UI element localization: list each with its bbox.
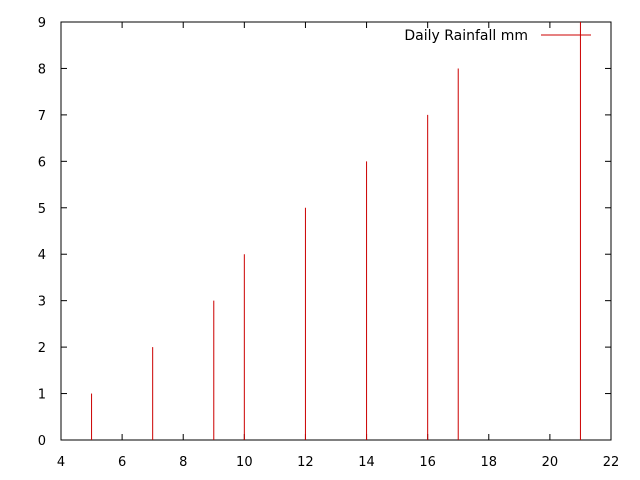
x-tick-label: 8 [179,455,187,470]
plot-frame [60,21,612,441]
x-tick-label: 12 [297,455,314,470]
y-axis: 0 1 2 3 4 5 6 7 8 9 [38,16,611,449]
x-tick-label: 4 [57,455,65,470]
x-tick-label: 10 [236,455,253,470]
series-impulses [91,22,581,440]
y-tick-label: 4 [38,248,46,263]
y-tick-label: 2 [38,341,46,356]
x-tick-label: 22 [603,455,620,470]
x-tick-label: 16 [419,455,436,470]
x-tick-label: 18 [481,455,498,470]
y-tick-label: 6 [38,155,46,170]
y-tick-label: 0 [38,434,46,449]
x-tick-label: 20 [542,455,559,470]
y-tick-label: 9 [38,16,46,31]
x-axis: 4 6 8 10 12 14 16 18 20 22 [57,22,619,470]
y-tick-label: 8 [38,62,46,77]
y-tick-label: 5 [38,202,46,217]
legend-label: Daily Rainfall mm [404,28,528,44]
x-tick-label: 6 [118,455,126,470]
x-tick-label: 14 [358,455,375,470]
y-tick-label: 3 [38,295,46,310]
y-tick-label: 1 [38,388,46,403]
legend: Daily Rainfall mm [404,28,591,44]
y-tick-label: 7 [38,109,46,124]
